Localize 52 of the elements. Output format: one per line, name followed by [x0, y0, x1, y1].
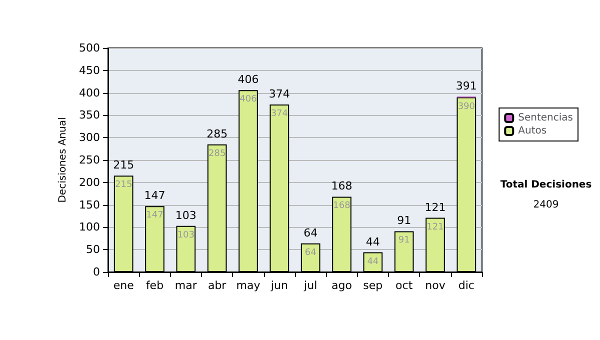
text: 2409: [533, 200, 559, 210]
x-tick-label: nov: [425, 279, 446, 292]
legend-label: Sentencias: [518, 112, 574, 124]
x-tick-label: oct: [396, 279, 414, 292]
x-tick-label: ago: [332, 279, 352, 292]
total-label: 374: [268, 87, 290, 100]
y-axis-title: Decisiones Anual: [58, 117, 69, 203]
y-tick-label: 150: [79, 198, 100, 212]
data-label: 64: [304, 248, 317, 258]
total-label: 391: [456, 80, 477, 93]
data-label: 147: [146, 210, 164, 221]
data-label: 103: [177, 230, 195, 240]
data-label: 168: [333, 201, 351, 212]
x-tick-label: dic: [458, 279, 474, 292]
y-tick-label: 500: [79, 42, 100, 54]
x-tick-label: jun: [270, 279, 288, 292]
y-tick-label: 0: [93, 266, 100, 278]
x-tick-label: jul: [303, 279, 318, 292]
data-label: 374: [270, 108, 288, 119]
total-label: 103: [175, 208, 196, 222]
y-tick-label: 100: [79, 220, 100, 234]
y-tick-label: 300: [79, 131, 100, 144]
y-tick-label: 450: [79, 64, 100, 77]
total-label: 91: [397, 214, 412, 228]
y-tick-label: 400: [79, 86, 100, 100]
data-label: 44: [367, 256, 379, 267]
y-tick-label: 250: [79, 154, 100, 166]
x-tick-label: may: [236, 279, 261, 292]
y-tick-label: 50: [86, 243, 100, 256]
data-label: 121: [426, 222, 444, 232]
data-label: 285: [208, 148, 226, 159]
data-label: 406: [240, 94, 258, 105]
y-tick-label: 200: [79, 176, 100, 189]
x-tick-label: ene: [113, 279, 134, 292]
total-label: 64: [304, 226, 318, 240]
y-tick-label: 350: [79, 108, 100, 122]
total-label: 285: [206, 127, 228, 140]
x-tick-label: feb: [146, 279, 164, 292]
total-label: 215: [113, 158, 134, 172]
total-label: 44: [366, 235, 380, 248]
legend-label: Autos: [518, 126, 547, 136]
total-label: 147: [144, 189, 166, 202]
total-label: 168: [331, 180, 352, 193]
x-tick-label: abr: [208, 279, 227, 292]
data-label: 215: [114, 180, 132, 190]
x-tick-label: mar: [174, 279, 198, 292]
data-label: 390: [458, 102, 476, 112]
data-label: 91: [398, 236, 410, 246]
total-label: 406: [238, 73, 259, 86]
total-label: 121: [424, 200, 446, 214]
x-tick-label: sep: [363, 279, 383, 292]
text: Total Decisiones: [500, 180, 592, 190]
